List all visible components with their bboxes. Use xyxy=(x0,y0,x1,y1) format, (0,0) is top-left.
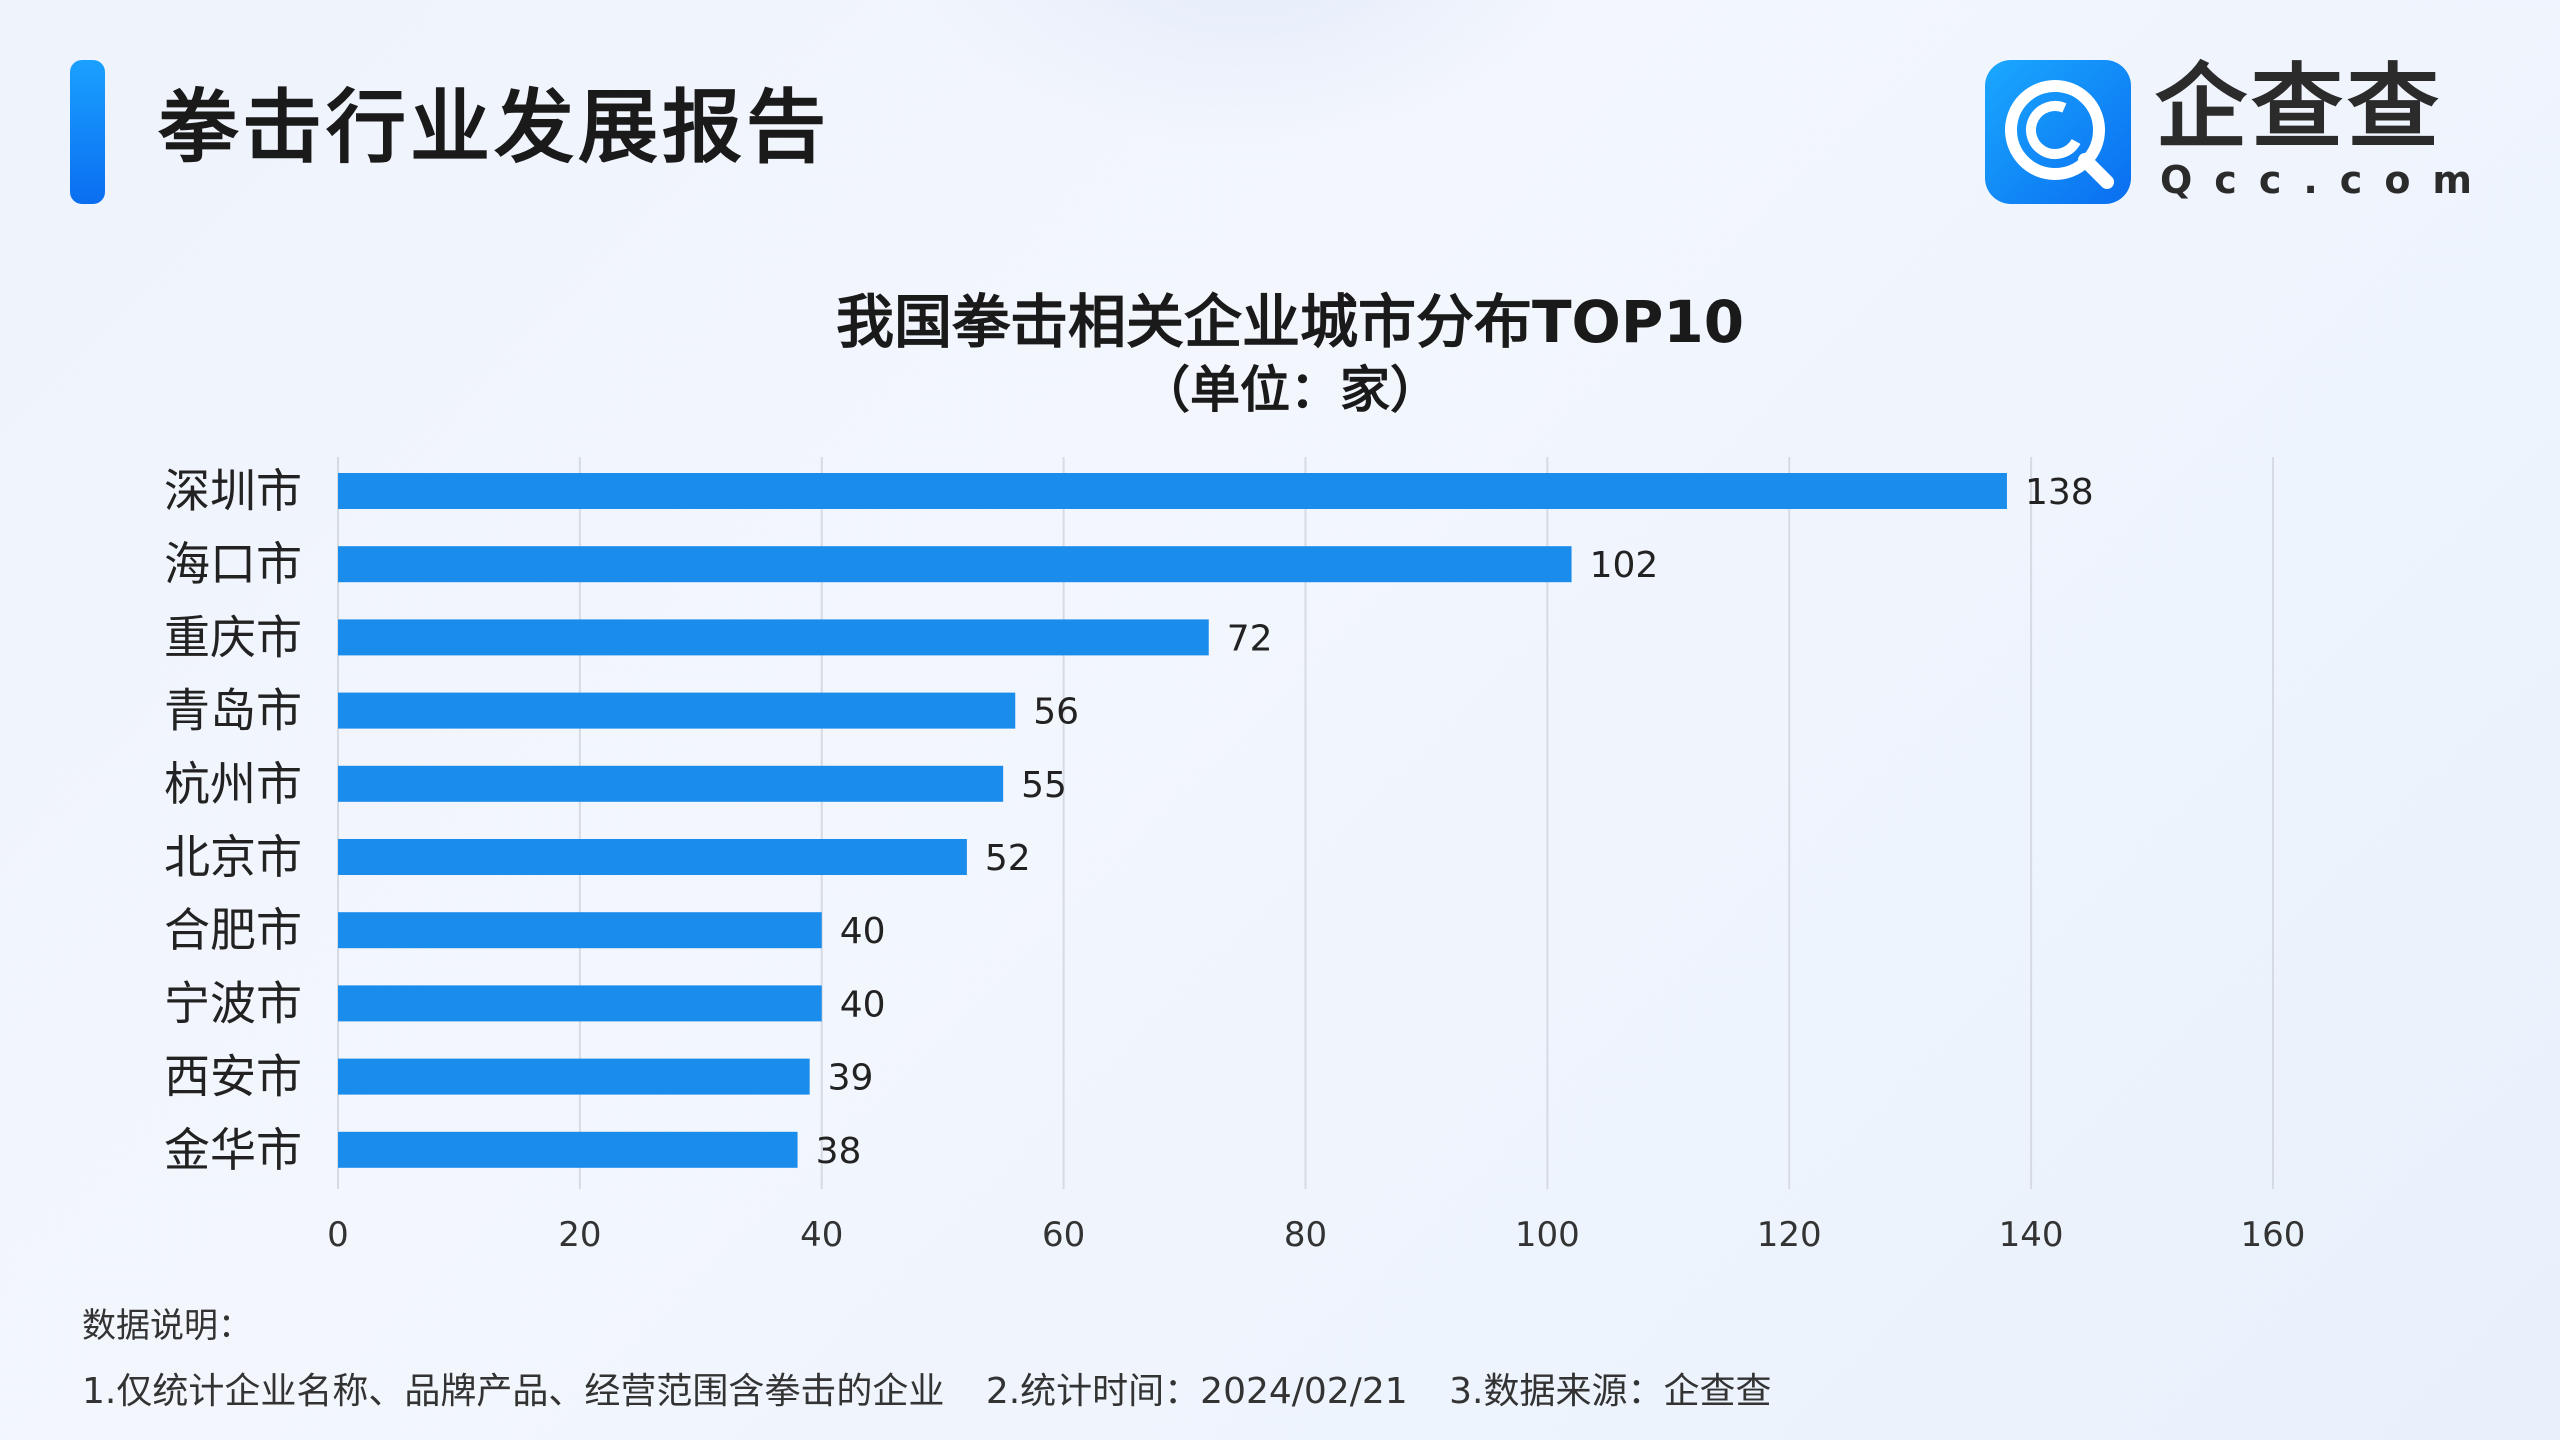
category-label: 金华市 xyxy=(164,1123,302,1177)
qcc-logo-icon xyxy=(1985,60,2131,204)
value-label: 138 xyxy=(2025,472,2094,513)
x-tick-label: 20 xyxy=(558,1215,601,1255)
x-tick-label: 60 xyxy=(1042,1215,1085,1255)
value-label: 55 xyxy=(1021,765,1067,806)
qcc-logo-domain: Qcc.com xyxy=(2160,158,2495,202)
footer-note: 3.数据来源：企查查 xyxy=(1449,1371,1772,1412)
footer-note: 2.统计时间：2024/02/21 xyxy=(985,1371,1408,1412)
bar xyxy=(338,692,1016,729)
bar xyxy=(338,1058,810,1095)
footer-notes: 1.仅统计企业名称、品牌产品、经营范围含拳击的企业 2.统计时间：2024/02… xyxy=(82,1362,1801,1414)
category-label: 合肥市 xyxy=(164,903,302,957)
x-tick-label: 80 xyxy=(1284,1215,1327,1255)
bar xyxy=(338,912,822,949)
value-label: 56 xyxy=(1033,692,1079,733)
qcc-logo-text: 企查查 xyxy=(2155,54,2444,161)
chart-title: 我国拳击相关企业城市分布TOP10 xyxy=(835,288,1745,356)
report-title: 拳击行业发展报告 xyxy=(158,81,830,174)
bar xyxy=(338,765,1004,802)
bar xyxy=(338,473,2007,509)
value-label: 40 xyxy=(840,984,886,1025)
category-label: 重庆市 xyxy=(164,610,302,664)
value-label: 38 xyxy=(816,1131,862,1172)
value-label: 102 xyxy=(1590,545,1659,586)
footer-heading: 数据说明： xyxy=(82,1306,252,1346)
x-tick-label: 0 xyxy=(327,1215,349,1255)
value-label: 52 xyxy=(985,838,1031,879)
bar xyxy=(338,619,1209,656)
title-accent-bar xyxy=(70,60,105,204)
chart-subtitle: （单位：家） xyxy=(1140,361,1440,419)
category-label: 西安市 xyxy=(164,1050,302,1104)
x-tick-label: 120 xyxy=(1757,1215,1822,1255)
value-label: 39 xyxy=(828,1058,874,1099)
category-label: 青岛市 xyxy=(164,684,302,738)
bar-chart: 0 20 40 60 80 100 120 140 160 深圳市 138 海口市 102 重庆市 72 青岛… xyxy=(164,457,2306,1255)
category-label: 北京市 xyxy=(164,830,302,884)
footer-note: 1.仅统计企业名称、品牌产品、经营范围含拳击的企业 xyxy=(82,1371,945,1412)
bar xyxy=(338,1131,798,1168)
x-tick-label: 160 xyxy=(2241,1215,2306,1255)
value-label: 72 xyxy=(1227,618,1273,659)
category-label: 宁波市 xyxy=(164,976,302,1030)
x-tick-label: 140 xyxy=(1999,1215,2064,1255)
x-tick-label: 100 xyxy=(1515,1215,1580,1255)
category-label: 杭州市 xyxy=(164,757,302,811)
value-label: 40 xyxy=(840,911,886,952)
bar xyxy=(338,839,967,875)
bar xyxy=(338,546,1572,583)
category-label: 深圳市 xyxy=(164,464,302,518)
bar xyxy=(338,985,822,1022)
category-label: 海口市 xyxy=(164,537,302,591)
x-tick-label: 40 xyxy=(800,1215,843,1255)
